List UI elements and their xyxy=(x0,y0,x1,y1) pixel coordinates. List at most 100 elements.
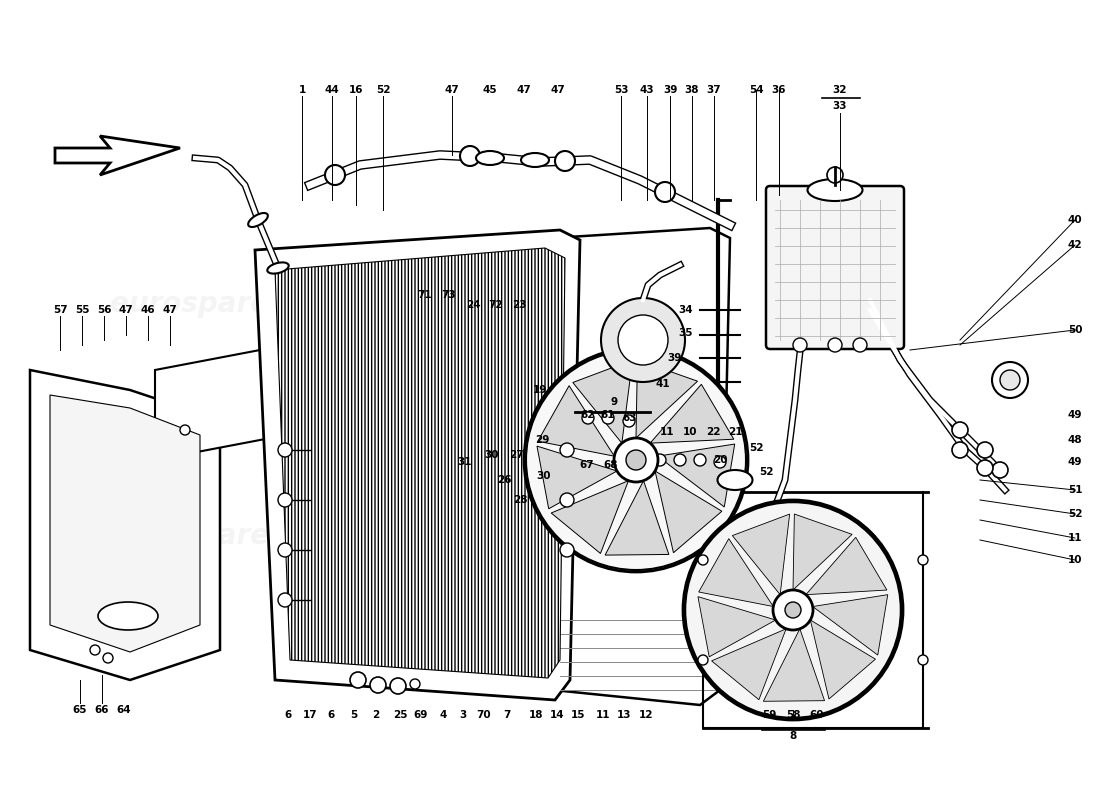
Circle shape xyxy=(410,679,420,689)
Text: 1: 1 xyxy=(298,85,306,95)
Text: eurospares: eurospares xyxy=(484,522,660,550)
FancyBboxPatch shape xyxy=(766,186,904,349)
Text: 49: 49 xyxy=(1068,457,1082,467)
Text: 45: 45 xyxy=(483,85,497,95)
Polygon shape xyxy=(275,248,565,678)
Circle shape xyxy=(698,555,708,565)
Text: 8: 8 xyxy=(790,731,796,741)
Text: 20: 20 xyxy=(713,455,727,465)
Polygon shape xyxy=(537,446,617,509)
Text: 6: 6 xyxy=(328,710,334,720)
Text: 51: 51 xyxy=(1068,485,1082,495)
Circle shape xyxy=(278,593,292,607)
Circle shape xyxy=(370,677,386,693)
Text: 43: 43 xyxy=(640,85,654,95)
Text: 65: 65 xyxy=(73,705,87,715)
Circle shape xyxy=(1000,370,1020,390)
Circle shape xyxy=(556,151,575,171)
Text: 3: 3 xyxy=(460,710,466,720)
Polygon shape xyxy=(793,514,853,590)
Ellipse shape xyxy=(249,213,267,227)
Text: 28: 28 xyxy=(513,495,527,505)
Text: 47: 47 xyxy=(163,305,177,315)
Text: 24: 24 xyxy=(465,300,481,310)
Circle shape xyxy=(560,493,574,507)
Text: 2: 2 xyxy=(373,710,380,720)
Circle shape xyxy=(793,338,807,352)
Ellipse shape xyxy=(521,153,549,167)
Text: 33: 33 xyxy=(833,101,847,111)
Circle shape xyxy=(952,442,968,458)
Polygon shape xyxy=(551,481,628,554)
Polygon shape xyxy=(55,136,180,175)
Polygon shape xyxy=(712,629,786,700)
Circle shape xyxy=(773,590,813,630)
Text: eurospares: eurospares xyxy=(484,290,660,318)
Text: 23: 23 xyxy=(512,300,526,310)
Text: 9: 9 xyxy=(610,397,617,407)
Circle shape xyxy=(694,454,706,466)
Text: 53: 53 xyxy=(614,85,628,95)
Text: 35: 35 xyxy=(679,328,693,338)
Ellipse shape xyxy=(476,151,504,165)
Text: 64: 64 xyxy=(117,705,131,715)
Polygon shape xyxy=(811,620,876,699)
Text: 14: 14 xyxy=(550,710,564,720)
Text: 30: 30 xyxy=(537,471,551,481)
Text: 61: 61 xyxy=(601,410,615,420)
Text: eurospares: eurospares xyxy=(110,290,286,318)
Text: 11: 11 xyxy=(660,427,674,437)
Circle shape xyxy=(278,443,292,457)
Circle shape xyxy=(560,443,574,457)
Circle shape xyxy=(654,454,666,466)
Circle shape xyxy=(582,412,594,424)
Polygon shape xyxy=(636,360,697,438)
Text: 47: 47 xyxy=(444,85,460,95)
Text: 39: 39 xyxy=(667,353,681,363)
Text: 72: 72 xyxy=(488,300,504,310)
Circle shape xyxy=(785,602,801,618)
Text: 67: 67 xyxy=(580,460,594,470)
Text: 27: 27 xyxy=(508,450,524,460)
Text: 56: 56 xyxy=(97,305,111,315)
Text: 52: 52 xyxy=(749,443,763,453)
Ellipse shape xyxy=(267,262,288,274)
Polygon shape xyxy=(763,629,825,702)
Text: 47: 47 xyxy=(551,85,565,95)
Text: 22: 22 xyxy=(706,427,721,437)
Circle shape xyxy=(992,462,1008,478)
Circle shape xyxy=(714,456,726,468)
Text: 13: 13 xyxy=(617,710,631,720)
Text: 25: 25 xyxy=(393,710,407,720)
Circle shape xyxy=(992,362,1028,398)
Polygon shape xyxy=(658,444,735,507)
Text: 4: 4 xyxy=(439,710,447,720)
Ellipse shape xyxy=(814,551,876,669)
Text: 37: 37 xyxy=(706,85,722,95)
Circle shape xyxy=(180,425,190,435)
Text: 12: 12 xyxy=(639,710,653,720)
Text: 44: 44 xyxy=(324,85,340,95)
Circle shape xyxy=(698,655,708,665)
Polygon shape xyxy=(50,395,200,652)
Text: 66: 66 xyxy=(95,705,109,715)
Text: 11: 11 xyxy=(1068,533,1082,543)
Text: 18: 18 xyxy=(529,710,543,720)
Text: 50: 50 xyxy=(1068,325,1082,335)
Circle shape xyxy=(827,167,843,183)
Text: 59: 59 xyxy=(762,710,777,720)
Circle shape xyxy=(977,442,993,458)
Ellipse shape xyxy=(807,179,862,201)
Polygon shape xyxy=(806,538,887,594)
Text: 52: 52 xyxy=(1068,509,1082,519)
Polygon shape xyxy=(30,370,220,680)
Text: 11: 11 xyxy=(596,710,611,720)
Text: 39: 39 xyxy=(663,85,678,95)
Text: 38: 38 xyxy=(684,85,700,95)
Text: 52: 52 xyxy=(759,467,773,477)
Circle shape xyxy=(654,182,675,202)
Circle shape xyxy=(278,543,292,557)
Ellipse shape xyxy=(717,470,752,490)
Text: 49: 49 xyxy=(1068,410,1082,420)
Ellipse shape xyxy=(656,395,726,525)
